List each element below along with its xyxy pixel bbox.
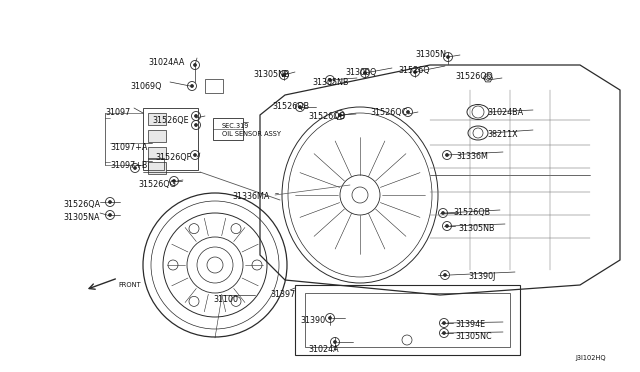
Circle shape xyxy=(193,64,196,67)
Text: 31305N: 31305N xyxy=(415,50,446,59)
Circle shape xyxy=(282,74,285,77)
Circle shape xyxy=(195,124,198,126)
Text: 31526QB: 31526QB xyxy=(308,112,345,121)
Circle shape xyxy=(193,154,196,157)
Text: 31526QA: 31526QA xyxy=(63,200,100,209)
Text: SEC.319: SEC.319 xyxy=(222,123,250,129)
Text: 31526QF: 31526QF xyxy=(155,153,191,162)
Text: 31097+B: 31097+B xyxy=(110,161,147,170)
Circle shape xyxy=(109,214,111,217)
Text: 31394E: 31394E xyxy=(455,320,485,329)
Bar xyxy=(148,130,166,142)
Text: 31069Q: 31069Q xyxy=(130,82,161,91)
Bar xyxy=(295,285,520,355)
Bar xyxy=(305,293,510,347)
Circle shape xyxy=(442,321,445,324)
Circle shape xyxy=(328,78,332,81)
Text: 38211X: 38211X xyxy=(487,130,518,139)
Text: 31397: 31397 xyxy=(270,290,295,299)
Text: 31526QB: 31526QB xyxy=(453,208,490,217)
Bar xyxy=(143,108,198,170)
Text: 31526QG: 31526QG xyxy=(138,180,176,189)
Bar xyxy=(148,113,166,125)
Bar xyxy=(148,158,164,170)
Text: 31097+A: 31097+A xyxy=(110,143,147,152)
Text: J3I102HQ: J3I102HQ xyxy=(575,355,605,361)
Circle shape xyxy=(447,55,449,58)
Circle shape xyxy=(328,317,332,320)
Text: 31526QB: 31526QB xyxy=(272,102,309,111)
Text: 31305NB: 31305NB xyxy=(253,70,289,79)
Circle shape xyxy=(413,71,417,74)
Bar xyxy=(213,118,243,140)
Text: 31100: 31100 xyxy=(213,295,238,304)
Text: 31526Q: 31526Q xyxy=(398,66,429,75)
Circle shape xyxy=(445,154,449,157)
Text: 31300Q: 31300Q xyxy=(345,68,376,77)
Text: 31097: 31097 xyxy=(105,108,131,117)
Text: 31024AA: 31024AA xyxy=(148,58,184,67)
Text: 31024A: 31024A xyxy=(308,345,339,354)
Circle shape xyxy=(195,115,198,118)
Text: FRONT: FRONT xyxy=(118,282,141,288)
Bar xyxy=(148,162,166,174)
Text: OIL SENSOR ASSY: OIL SENSOR ASSY xyxy=(222,131,281,137)
Circle shape xyxy=(442,331,445,334)
Text: 31526QC: 31526QC xyxy=(370,108,407,117)
Circle shape xyxy=(364,71,367,74)
Circle shape xyxy=(444,273,447,276)
Circle shape xyxy=(173,180,175,183)
Circle shape xyxy=(134,167,136,170)
Text: 31390J: 31390J xyxy=(468,272,495,281)
Bar xyxy=(205,79,223,93)
Text: 31305NA: 31305NA xyxy=(63,213,99,222)
Circle shape xyxy=(445,224,449,228)
Circle shape xyxy=(191,84,193,87)
Text: 31336M: 31336M xyxy=(456,152,488,161)
Circle shape xyxy=(442,212,445,215)
Text: 31305NB: 31305NB xyxy=(458,224,495,233)
Circle shape xyxy=(298,106,301,109)
Text: 31305NB: 31305NB xyxy=(312,78,349,87)
Text: 31526QD: 31526QD xyxy=(455,72,493,81)
Bar xyxy=(148,147,166,159)
Text: 31390: 31390 xyxy=(300,316,325,325)
Text: 31336MA: 31336MA xyxy=(232,192,269,201)
Circle shape xyxy=(109,201,111,203)
Circle shape xyxy=(333,340,337,343)
Text: 31024BA: 31024BA xyxy=(487,108,523,117)
Text: 31526QE: 31526QE xyxy=(152,116,189,125)
Text: 31305NC: 31305NC xyxy=(455,332,492,341)
Circle shape xyxy=(339,113,342,116)
Circle shape xyxy=(406,110,410,113)
